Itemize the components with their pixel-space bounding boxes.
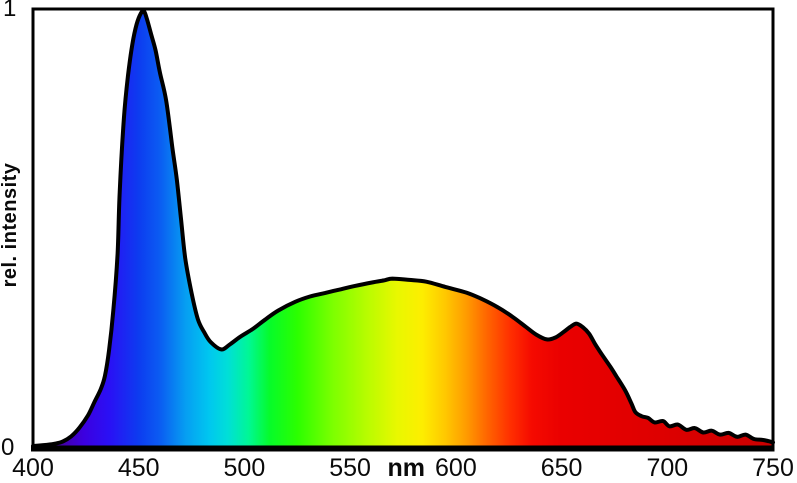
- x-tick-label: 450: [117, 454, 160, 482]
- x-tick-label: 550: [329, 454, 371, 482]
- spectrum-fill-area: [33, 10, 773, 451]
- x-tick-label: 650: [540, 454, 583, 482]
- x-axis-unit-label: nm: [387, 454, 425, 482]
- x-tick-label: 600: [435, 454, 477, 482]
- y-axis-min-label: 0: [1, 434, 15, 461]
- spectrum-curve-outline: [31, 8, 775, 448]
- y-axis-max-label: 1: [3, 0, 17, 22]
- x-tick-label: 400: [12, 454, 54, 482]
- x-tick-label: 750: [752, 454, 794, 482]
- y-axis-title: rel. intensity: [0, 162, 21, 288]
- x-tick-label: 700: [646, 454, 689, 482]
- x-tick-label: 500: [223, 454, 266, 482]
